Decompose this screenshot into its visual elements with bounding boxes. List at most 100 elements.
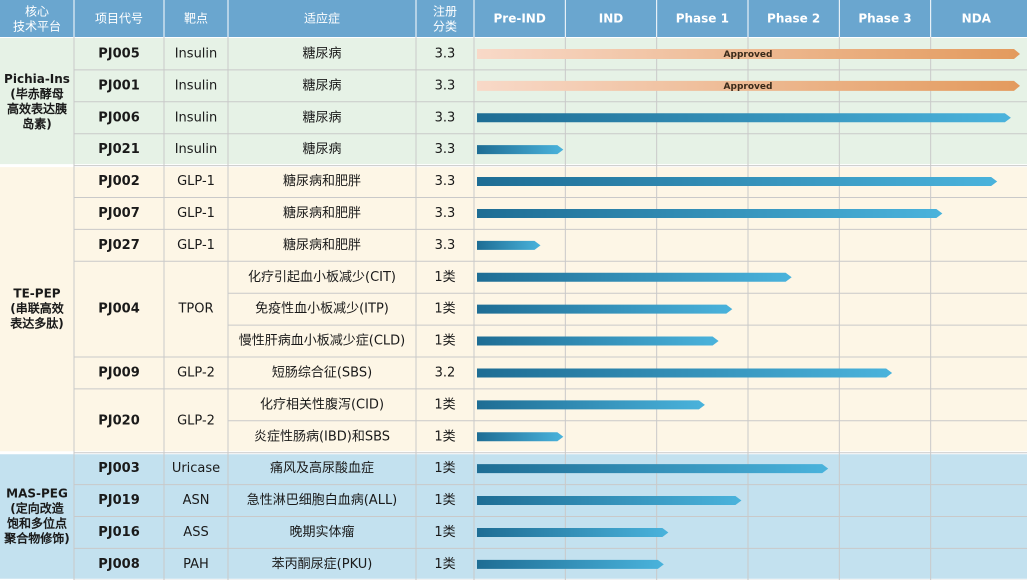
project-code: PJ003: [98, 461, 140, 476]
progress-bar: [477, 272, 792, 282]
project-target: Insulin: [175, 110, 218, 125]
indication-text: 糖尿病: [302, 141, 341, 157]
project-target: GLP-2: [177, 365, 215, 380]
progress-bar: [477, 527, 669, 537]
progress-bar: [477, 432, 564, 442]
progress-bar: [477, 400, 705, 410]
indication-text: 晚期实体瘤: [289, 524, 354, 540]
reg-class-text: 1类: [434, 334, 455, 349]
reg-class-text: 1类: [434, 461, 455, 476]
reg-class-text: 1类: [434, 397, 455, 412]
approved-label: Approved: [724, 50, 773, 60]
project-target: TPOR: [177, 302, 213, 317]
indication-text: 免疫性血小板减少(ITP): [255, 301, 389, 317]
progress-bar: [477, 559, 664, 569]
approved-label: Approved: [724, 82, 773, 92]
platform-desc: 岛素): [22, 116, 52, 131]
header-bar: [0, 0, 1027, 37]
platform-desc: (串联高效: [10, 301, 64, 316]
indication-text: 化疗相关性腹泻(CID): [260, 396, 384, 412]
stage-label: Phase 2: [767, 12, 820, 26]
project-code: PJ002: [98, 174, 140, 189]
project-target: Insulin: [175, 142, 218, 157]
project-code: PJ004: [98, 302, 140, 317]
indication-text: 糖尿病: [302, 77, 341, 93]
indication-text: 糖尿病: [302, 109, 341, 125]
indication-text: 糖尿病和肥胖: [283, 173, 361, 189]
stage-label: Pre-IND: [494, 12, 546, 26]
reg-class-text: 1类: [434, 493, 455, 508]
project-target: ASN: [183, 493, 210, 508]
stage-label: IND: [599, 12, 624, 26]
platform-name: TE-PEP: [13, 287, 60, 301]
project-code: PJ016: [98, 525, 140, 540]
stage-label: Phase 1: [676, 12, 729, 26]
header-platform: 核心: [25, 5, 49, 19]
header-target: 靶点: [184, 12, 208, 26]
stage-label: Phase 3: [858, 12, 911, 26]
project-target: GLP-2: [177, 413, 215, 428]
platform-desc: (定向改造: [10, 501, 64, 516]
project-code: PJ007: [98, 206, 140, 221]
reg-class-text: 3.3: [435, 174, 456, 189]
progress-bar: [477, 145, 564, 155]
reg-class-text: 3.2: [435, 365, 456, 380]
platform-name: MAS-PEG: [6, 487, 68, 501]
progress-bar: [477, 177, 998, 187]
progress-bar: [477, 368, 893, 378]
indication-text: 痛风及高尿酸血症: [270, 460, 374, 476]
indication-text: 糖尿病和肥胖: [283, 205, 361, 221]
reg-class-text: 3.3: [435, 78, 456, 93]
approved-bar: [477, 80, 1020, 91]
progress-bar: [477, 240, 541, 250]
project-code: PJ008: [98, 557, 140, 572]
header-reg-class: 分类: [433, 20, 457, 34]
project-target: GLP-1: [177, 238, 215, 253]
progress-bar: [477, 464, 829, 474]
reg-class-text: 1类: [434, 557, 455, 572]
indication-text: 化疗引起血小板减少(CIT): [248, 270, 396, 285]
project-code: PJ020: [98, 413, 140, 428]
indication-text: 急性淋巴细胞白血病(ALL): [247, 492, 398, 508]
reg-class-text: 1类: [434, 302, 455, 317]
indication-text: 短肠综合征(SBS): [272, 365, 372, 380]
project-target: Insulin: [175, 78, 218, 93]
reg-class-text: 3.3: [435, 206, 456, 221]
indication-text: 炎症性肠病(IBD)和SBS: [254, 429, 390, 444]
project-code: PJ021: [98, 142, 140, 157]
project-code: PJ001: [98, 78, 140, 93]
progress-bar: [477, 496, 742, 506]
project-target: GLP-1: [177, 174, 215, 189]
reg-class-text: 3.3: [435, 238, 456, 253]
progress-bar: [477, 208, 943, 218]
header-platform: 技术平台: [13, 19, 61, 34]
progress-bar: [477, 113, 1011, 123]
indication-text: 苯丙酮尿症(PKU): [272, 557, 373, 572]
header-reg-class: 注册: [433, 4, 457, 19]
project-code: PJ019: [98, 493, 140, 508]
reg-class-text: 3.3: [435, 142, 456, 157]
platform-desc: 表达多肽): [9, 316, 64, 331]
project-target: Uricase: [172, 461, 220, 476]
header-indication: 适应症: [304, 11, 340, 26]
approved-bar: [477, 48, 1020, 59]
reg-class-text: 1类: [434, 429, 455, 444]
platform-desc: 饱和多位点: [7, 516, 67, 531]
project-target: Insulin: [175, 46, 218, 61]
project-code: PJ027: [98, 238, 140, 253]
reg-class-text: 1类: [434, 525, 455, 540]
platform-desc: 聚合物修饰): [3, 531, 70, 546]
progress-bar: [477, 336, 719, 346]
reg-class-text: 3.3: [435, 110, 456, 125]
project-target: GLP-1: [177, 206, 215, 221]
indication-text: 慢性肝病血小板减少症(CLD): [239, 333, 405, 349]
platform-desc: 高效表达胰: [7, 101, 67, 116]
project-code: PJ006: [98, 110, 140, 125]
platform-name: Pichia-Ins: [4, 72, 70, 86]
indication-text: 糖尿病: [302, 45, 341, 61]
platform-desc: (毕赤酵母: [10, 86, 64, 101]
stage-label: NDA: [962, 12, 992, 26]
project-code: PJ005: [98, 46, 140, 61]
project-target: ASS: [183, 525, 208, 540]
